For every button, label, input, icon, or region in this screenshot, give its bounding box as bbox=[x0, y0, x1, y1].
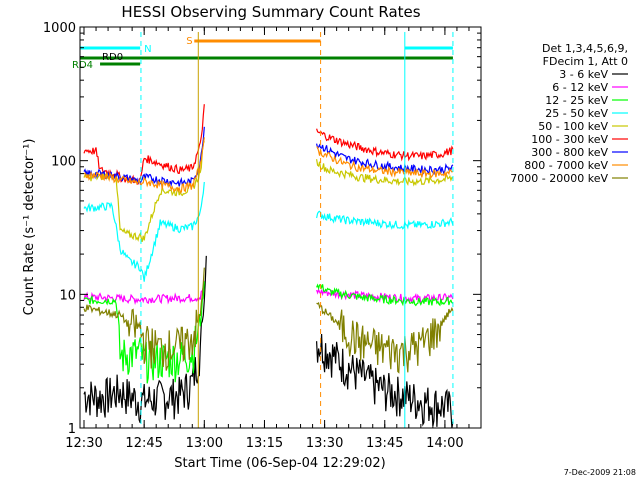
series-line bbox=[316, 333, 454, 428]
series-3-6-kev bbox=[83, 255, 454, 428]
series-300-800-kev bbox=[83, 126, 454, 188]
series-7000-20000-kev bbox=[83, 267, 454, 374]
series-line bbox=[316, 159, 454, 187]
y-tick-label: 10 bbox=[59, 288, 76, 303]
plot-frame bbox=[79, 26, 482, 429]
series-line bbox=[83, 255, 207, 424]
legend-entry-label: 3 - 6 keV bbox=[559, 68, 608, 81]
legend-header: Det 1,3,4,5,6,9, bbox=[542, 42, 628, 55]
legend-entry-label: 12 - 25 keV bbox=[545, 94, 608, 107]
y-tick-label: 100 bbox=[51, 155, 76, 170]
saa-label: S bbox=[186, 36, 192, 47]
legend-header: FDecim 1, Att 0 bbox=[543, 55, 628, 68]
series-line bbox=[316, 128, 454, 162]
series-25-50-kev bbox=[83, 181, 454, 282]
series-line bbox=[316, 210, 454, 230]
series-line bbox=[83, 181, 205, 282]
series-line bbox=[316, 146, 454, 180]
timestamp: 7-Dec-2009 21:08 bbox=[564, 468, 636, 477]
rd4-label: RD4 bbox=[72, 60, 93, 71]
series-line bbox=[316, 143, 454, 176]
rd0-label: RD0 bbox=[102, 52, 123, 63]
series-line bbox=[316, 301, 454, 374]
legend: Det 1,3,4,5,6,9,FDecim 1, Att 03 - 6 keV… bbox=[510, 42, 628, 185]
legend-entry-label: 7000 - 20000 keV bbox=[510, 172, 608, 185]
x-tick-label: 13:30 bbox=[306, 436, 343, 451]
axis-layer: 12:30 12:45 13:00 13:15 13:30 13:45 14:00 1 10 10… bbox=[43, 21, 482, 451]
series-line bbox=[83, 126, 205, 188]
series-line bbox=[83, 267, 205, 371]
x-tick-label: 13:00 bbox=[186, 436, 223, 451]
series-line bbox=[83, 137, 205, 194]
series-line bbox=[316, 283, 454, 307]
chart-title: HESSI Observing Summary Count Rates bbox=[121, 3, 420, 21]
x-tick-label: 12:45 bbox=[125, 436, 162, 451]
x-tick-label: 13:45 bbox=[366, 436, 403, 451]
legend-entry-label: 25 - 50 keV bbox=[545, 107, 608, 120]
series-layer bbox=[83, 104, 454, 428]
legend-entry-label: 100 - 300 keV bbox=[531, 133, 608, 146]
x-tick-label: 12:30 bbox=[65, 436, 102, 451]
legend-entry-label: 6 - 12 keV bbox=[552, 81, 608, 94]
legend-entry-label: 800 - 7000 keV bbox=[524, 159, 608, 172]
series-line bbox=[83, 280, 205, 306]
x-tick-label: 13:15 bbox=[246, 436, 283, 451]
series-800-7000-kev bbox=[83, 137, 454, 194]
legend-entry-label: 50 - 100 keV bbox=[538, 120, 608, 133]
y-axis-label: Count Rate (s⁻¹ detector⁻¹) bbox=[22, 139, 37, 316]
legend-entry-label: 300 - 800 keV bbox=[531, 146, 608, 159]
y-tick-label: 1 bbox=[68, 422, 76, 437]
y-tick-label: 1000 bbox=[43, 21, 76, 36]
series-6-12-kev bbox=[83, 280, 454, 306]
x-axis-label: Start Time (06-Sep-04 12:29:02) bbox=[174, 456, 385, 471]
x-tick-label: 14:00 bbox=[426, 436, 463, 451]
night-label: N bbox=[144, 44, 151, 55]
series-line bbox=[83, 281, 205, 384]
